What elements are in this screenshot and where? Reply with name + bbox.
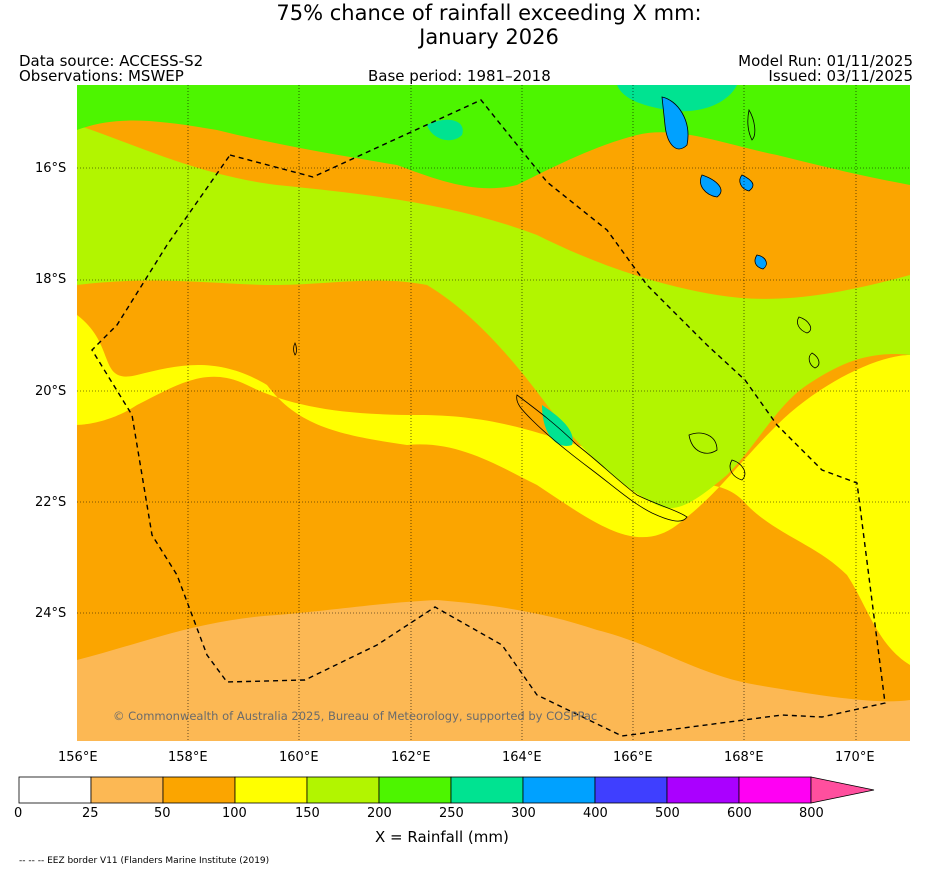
lon-label-164e: 164°E bbox=[502, 750, 542, 765]
lat-label-24s: 24°S bbox=[35, 606, 67, 621]
eez-border bbox=[91, 99, 886, 737]
observations-text: Observations: MSWEP bbox=[19, 67, 184, 85]
lon-label-162e: 162°E bbox=[391, 750, 431, 765]
model-run-text: Model Run: 01/11/2025 bbox=[738, 52, 913, 70]
colorbar-bin-2 bbox=[162, 776, 236, 804]
colorbar-bin-4 bbox=[306, 776, 380, 804]
colorbar-tick-300: 300 bbox=[511, 806, 536, 821]
colorbar-bin-1 bbox=[90, 776, 164, 804]
colorbar-tick-250: 250 bbox=[439, 806, 464, 821]
lon-label-170e: 170°E bbox=[835, 750, 875, 765]
colorbar-bin-6 bbox=[450, 776, 524, 804]
new-caledonia-coast bbox=[516, 394, 688, 522]
band-25-50 bbox=[77, 600, 910, 741]
lon-label-158e: 158°E bbox=[168, 750, 208, 765]
band-250-300 bbox=[617, 85, 737, 112]
lat-label-20s: 20°S bbox=[35, 384, 67, 399]
copyright-text: © Commonwealth of Australia 2025, Bureau… bbox=[113, 709, 597, 723]
band-300-400 bbox=[662, 97, 688, 149]
colorbar bbox=[18, 776, 878, 808]
colorbar-tick-500: 500 bbox=[655, 806, 680, 821]
map-title-line1: 75% chance of rainfall exceeding X mm: bbox=[276, 1, 702, 25]
lat-label-16s: 16°S bbox=[35, 161, 67, 176]
colorbar-bin-8 bbox=[594, 776, 668, 804]
colorbar-bin-9 bbox=[666, 776, 740, 804]
colorbar-bin-10 bbox=[738, 776, 812, 804]
band-100-150 bbox=[77, 315, 910, 665]
colorbar-tick-150: 150 bbox=[295, 806, 320, 821]
colorbar-tick-0: 0 bbox=[14, 806, 23, 821]
colorbar-tick-400: 400 bbox=[583, 806, 608, 821]
colorbar-tick-50: 50 bbox=[154, 806, 171, 821]
lon-label-168e: 168°E bbox=[724, 750, 764, 765]
colorbar-bin-0 bbox=[18, 776, 92, 804]
colorbar-bin-7 bbox=[522, 776, 596, 804]
colorbar-tick-100: 100 bbox=[222, 806, 247, 821]
base-period-text: Base period: 1981–2018 bbox=[368, 67, 551, 85]
graticule bbox=[77, 85, 910, 741]
colorbar-bin-3 bbox=[234, 776, 308, 804]
eez-footnote: -- -- -- EEZ border V11 (Flanders Marine… bbox=[19, 856, 270, 866]
rainfall-map: © Commonwealth of Australia 2025, Bureau… bbox=[77, 85, 910, 741]
lon-label-156e: 156°E bbox=[58, 750, 98, 765]
lat-label-18s: 18°S bbox=[35, 272, 67, 287]
lon-label-166e: 166°E bbox=[613, 750, 653, 765]
issued-text: Issued: 03/11/2025 bbox=[768, 67, 913, 85]
colorbar-tick-200: 200 bbox=[367, 806, 392, 821]
colorbar-tick-800: 800 bbox=[799, 806, 824, 821]
data-source-text: Data source: ACCESS-S2 bbox=[19, 52, 204, 70]
band-200-250 bbox=[77, 85, 910, 189]
map-title-line2: January 2026 bbox=[419, 25, 559, 49]
colorbar-label: X = Rainfall (mm) bbox=[375, 828, 509, 846]
coastlines bbox=[293, 96, 820, 522]
colorbar-tick-25: 25 bbox=[82, 806, 99, 821]
lat-label-22s: 22°S bbox=[35, 495, 67, 510]
colorbar-bin-11 bbox=[810, 776, 875, 804]
colorbar-tick-600: 600 bbox=[727, 806, 752, 821]
lon-label-160e: 160°E bbox=[279, 750, 319, 765]
colorbar-bin-5 bbox=[378, 776, 452, 804]
band-150-200 bbox=[77, 125, 910, 509]
